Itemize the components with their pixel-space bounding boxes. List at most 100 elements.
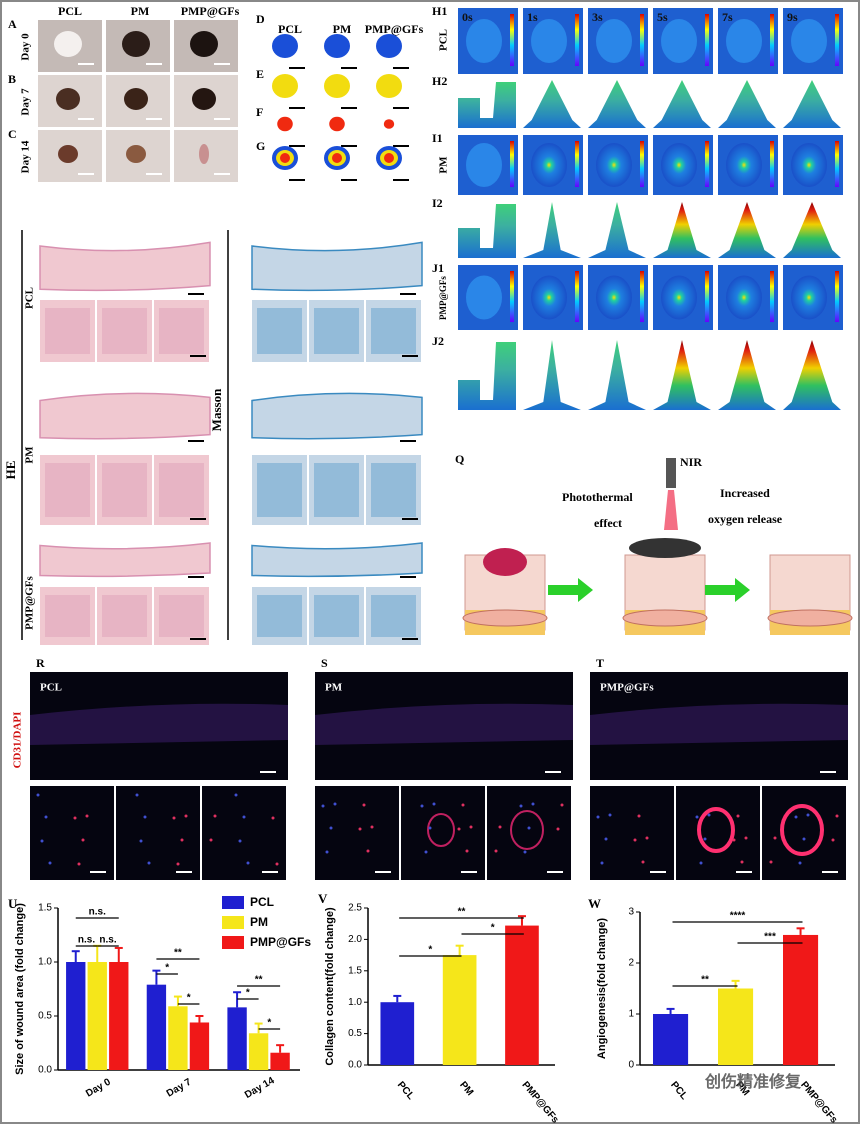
hot-spot <box>726 19 762 63</box>
tissue-signal <box>590 703 848 745</box>
color-scale <box>575 141 579 187</box>
tissue-detail <box>159 595 204 637</box>
signal-speck <box>465 849 469 853</box>
x-tick-label: Day 7 <box>165 1076 194 1099</box>
bar <box>227 1007 247 1070</box>
wound <box>199 144 209 164</box>
bar <box>718 988 754 1065</box>
tissue-detail <box>257 595 302 637</box>
histology-detail <box>366 455 421 525</box>
histology-detail <box>309 300 364 362</box>
fluorescence-detail <box>315 786 399 880</box>
signal-speck <box>81 838 85 842</box>
significance-label: * <box>491 923 495 934</box>
tissue <box>39 241 211 292</box>
tissue-detail <box>102 595 147 637</box>
hot-spot <box>791 19 827 63</box>
color-scale <box>510 14 514 66</box>
time-label: 9s <box>787 10 798 24</box>
significance-label: n.s. <box>78 935 95 946</box>
wound <box>190 31 218 57</box>
legend-swatch <box>222 936 244 949</box>
tissue <box>39 392 211 440</box>
color-scale <box>770 14 774 66</box>
bar <box>653 1014 689 1065</box>
significance-label: *** <box>764 932 776 943</box>
column-header: PM <box>131 4 150 18</box>
color-scale <box>705 271 709 322</box>
hot-spot <box>791 143 827 187</box>
wound <box>56 88 80 110</box>
column-header: PMP@GFs <box>365 22 424 36</box>
histogram-shape <box>653 340 711 410</box>
tissue-detail <box>45 308 90 354</box>
y-tick-label: 1.5 <box>38 903 52 914</box>
signal-speck <box>835 814 839 818</box>
color-scale <box>705 141 709 187</box>
stain-label: CD31/DAPI <box>12 712 24 769</box>
wound <box>58 145 78 163</box>
tissue-detail <box>314 595 359 637</box>
signal-speck <box>172 816 176 820</box>
signal-speck <box>184 814 188 818</box>
signal-speck <box>604 837 608 841</box>
bar <box>442 955 477 1065</box>
histology-detail <box>366 587 421 645</box>
x-tick-label: Day 14 <box>243 1075 277 1101</box>
signal-speck <box>707 813 711 817</box>
histogram-shape <box>718 80 776 128</box>
significance-label: n.s. <box>89 907 106 918</box>
wound-map <box>329 116 345 132</box>
histology-detail <box>97 587 152 645</box>
signal-speck <box>366 849 370 853</box>
nir-laser <box>666 458 676 488</box>
signal-speck <box>798 861 802 865</box>
fluorescence-detail <box>590 786 674 880</box>
wound <box>192 88 216 110</box>
tissue <box>251 241 423 292</box>
signal-speck <box>645 836 649 840</box>
signal-speck <box>556 827 560 831</box>
histogram-shape <box>523 340 581 410</box>
panel-letter: U <box>8 896 18 911</box>
signal-speck <box>794 815 798 819</box>
color-scale <box>575 271 579 322</box>
histogram-shape <box>588 340 646 410</box>
color-scale <box>835 14 839 66</box>
wound-map <box>277 116 293 132</box>
row-label: PMP@GFs <box>24 575 36 629</box>
x-tick-label: PMP@GFs <box>798 1080 839 1124</box>
wound <box>483 548 527 576</box>
wound-map <box>280 153 290 163</box>
y-tick-label: 0.5 <box>38 1011 52 1022</box>
signal-speck <box>523 850 527 854</box>
histogram-shape <box>458 342 516 410</box>
arrow <box>705 578 750 602</box>
bar <box>380 1002 415 1065</box>
histogram-shape <box>523 80 581 128</box>
histology-detail <box>97 300 152 362</box>
wound <box>124 88 148 110</box>
signal-speck <box>147 861 151 865</box>
dressing <box>629 538 701 558</box>
hot-spot <box>531 275 567 320</box>
signal-speck <box>744 836 748 840</box>
significance-label: **** <box>730 911 746 922</box>
y-axis-label: Size of wound area (fold change) <box>14 903 26 1075</box>
laser-beam <box>664 490 678 530</box>
tissue-signal <box>30 703 288 745</box>
signal-speck <box>424 850 428 854</box>
signal-speck <box>637 814 641 818</box>
histogram-shape <box>653 202 711 258</box>
tissue-detail <box>159 463 204 517</box>
column-header: PM <box>333 22 352 36</box>
signal-speck <box>633 838 637 842</box>
column-header: PCL <box>58 4 82 18</box>
color-scale <box>640 271 644 322</box>
panel-letter: B <box>8 72 16 86</box>
panel-letter: R <box>36 656 45 670</box>
sample-label: PM <box>325 682 343 694</box>
signal-speck <box>238 839 242 843</box>
x-tick-label: PM <box>457 1080 475 1099</box>
